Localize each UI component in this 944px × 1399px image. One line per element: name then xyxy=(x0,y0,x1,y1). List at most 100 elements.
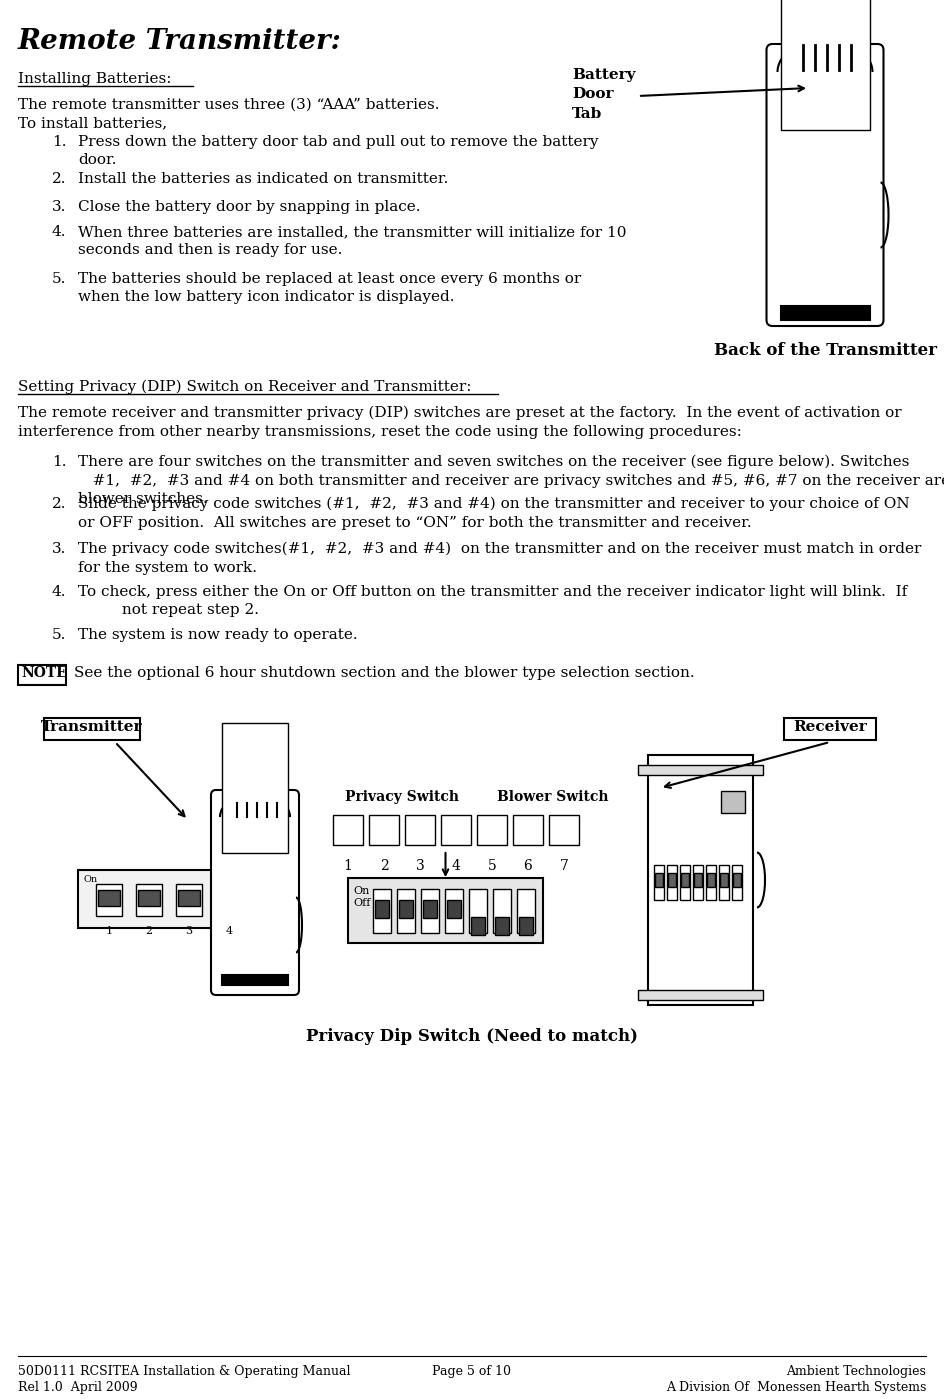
Bar xyxy=(222,723,288,853)
Text: Privacy Dip Switch (Need to match): Privacy Dip Switch (Need to match) xyxy=(306,1028,638,1045)
Bar xyxy=(333,816,363,845)
Bar xyxy=(397,888,415,933)
Bar xyxy=(493,888,511,933)
Bar xyxy=(680,865,690,900)
Bar xyxy=(138,890,160,907)
Text: Setting Privacy (DIP) Switch on Receiver and Transmitter:: Setting Privacy (DIP) Switch on Receiver… xyxy=(18,381,471,395)
Text: Rel 1.0  April 2009: Rel 1.0 April 2009 xyxy=(18,1381,138,1393)
Bar xyxy=(784,718,876,740)
Bar xyxy=(445,888,463,933)
Bar xyxy=(471,916,485,935)
Text: 3.: 3. xyxy=(52,200,66,214)
Bar xyxy=(405,816,435,845)
Bar xyxy=(216,884,242,916)
Text: 3: 3 xyxy=(415,859,425,873)
Bar xyxy=(441,816,471,845)
Text: 4.: 4. xyxy=(52,225,66,239)
Bar xyxy=(720,873,728,887)
Text: Receiver: Receiver xyxy=(793,720,867,734)
Text: The remote transmitter uses three (3) “AAA” batteries.
To install batteries,: The remote transmitter uses three (3) “A… xyxy=(18,98,440,130)
Bar xyxy=(96,884,122,916)
Bar xyxy=(18,665,66,686)
Text: Install the batteries as indicated on transmitter.: Install the batteries as indicated on tr… xyxy=(78,172,448,186)
Text: NOTE: NOTE xyxy=(21,666,67,680)
Bar xyxy=(176,884,202,916)
Bar xyxy=(655,873,663,887)
Bar xyxy=(638,990,763,1000)
Bar xyxy=(469,888,487,933)
Text: 4: 4 xyxy=(451,859,461,873)
Text: The batteries should be replaced at least once every 6 months or
when the low ba: The batteries should be replaced at leas… xyxy=(78,271,582,305)
Bar xyxy=(719,865,729,900)
Bar xyxy=(222,975,288,985)
Text: 1: 1 xyxy=(344,859,352,873)
Text: See the optional 6 hour shutdown section and the blower type selection section.: See the optional 6 hour shutdown section… xyxy=(74,666,695,680)
Text: 5.: 5. xyxy=(52,628,66,642)
Text: Blower Switch: Blower Switch xyxy=(497,790,609,804)
Bar xyxy=(399,900,413,918)
Bar xyxy=(648,755,753,1004)
Text: When three batteries are installed, the transmitter will initialize for 10
secon: When three batteries are installed, the … xyxy=(78,225,627,257)
Text: Ambient Technologies: Ambient Technologies xyxy=(786,1365,926,1378)
Bar xyxy=(242,824,268,835)
Text: 1.: 1. xyxy=(52,134,66,150)
Text: Press down the battery door tab and pull out to remove the battery
door.: Press down the battery door tab and pull… xyxy=(78,134,598,168)
Text: To check, press either the On or Off button on the transmitter and the receiver : To check, press either the On or Off but… xyxy=(78,585,907,617)
Bar xyxy=(693,865,703,900)
Bar xyxy=(375,900,389,918)
Bar xyxy=(668,873,676,887)
Bar xyxy=(477,816,507,845)
Text: 4: 4 xyxy=(226,926,232,936)
Bar xyxy=(423,900,437,918)
Text: Page 5 of 10: Page 5 of 10 xyxy=(432,1365,512,1378)
Text: Close the battery door by snapping in place.: Close the battery door by snapping in pl… xyxy=(78,200,420,214)
Text: 3.: 3. xyxy=(52,541,66,555)
Text: 4.: 4. xyxy=(52,585,66,599)
Text: The remote receiver and transmitter privacy (DIP) switches are preset at the fac: The remote receiver and transmitter priv… xyxy=(18,406,902,439)
Bar xyxy=(369,816,399,845)
Text: A Division Of  Monessen Hearth Systems: A Division Of Monessen Hearth Systems xyxy=(666,1381,926,1393)
Bar xyxy=(136,884,162,916)
Bar xyxy=(721,790,745,813)
Text: On: On xyxy=(83,874,97,884)
Text: Privacy Switch: Privacy Switch xyxy=(345,790,459,804)
Text: 2.: 2. xyxy=(52,497,66,511)
Bar xyxy=(707,873,715,887)
Text: Slide the privacy code switches (#1,  #2,  #3 and #4) on the transmitter and rec: Slide the privacy code switches (#1, #2,… xyxy=(78,497,910,530)
Bar xyxy=(732,865,742,900)
Text: Battery
Door
Tab: Battery Door Tab xyxy=(572,69,635,120)
Text: Installing Batteries:: Installing Batteries: xyxy=(18,71,172,85)
Text: 1.: 1. xyxy=(52,455,66,469)
Bar xyxy=(549,816,579,845)
Bar xyxy=(218,890,240,907)
Bar xyxy=(781,306,869,320)
Bar xyxy=(706,865,716,900)
Text: 2: 2 xyxy=(145,926,153,936)
Bar xyxy=(44,718,140,740)
Bar xyxy=(78,870,263,928)
Text: 5.: 5. xyxy=(52,271,66,285)
Bar xyxy=(178,890,200,907)
Bar xyxy=(421,888,439,933)
Text: 1: 1 xyxy=(106,926,112,936)
Bar xyxy=(519,916,533,935)
Text: On: On xyxy=(353,886,369,895)
Text: There are four switches on the transmitter and seven switches on the receiver (s: There are four switches on the transmitt… xyxy=(78,455,944,506)
Bar xyxy=(638,765,763,775)
Text: 2: 2 xyxy=(379,859,388,873)
Bar xyxy=(694,873,702,887)
Bar xyxy=(781,0,869,130)
Text: 7: 7 xyxy=(560,859,568,873)
Bar xyxy=(733,873,741,887)
Text: 50D0111 RCSITEA Installation & Operating Manual: 50D0111 RCSITEA Installation & Operating… xyxy=(18,1365,350,1378)
Bar xyxy=(681,873,689,887)
Bar xyxy=(667,865,677,900)
Bar xyxy=(447,900,461,918)
Text: 5: 5 xyxy=(488,859,497,873)
Bar xyxy=(348,879,543,943)
Text: Off: Off xyxy=(353,898,370,908)
Text: 2.: 2. xyxy=(52,172,66,186)
Bar xyxy=(98,890,120,907)
Text: Remote Transmitter:: Remote Transmitter: xyxy=(18,28,342,55)
FancyBboxPatch shape xyxy=(767,43,884,326)
